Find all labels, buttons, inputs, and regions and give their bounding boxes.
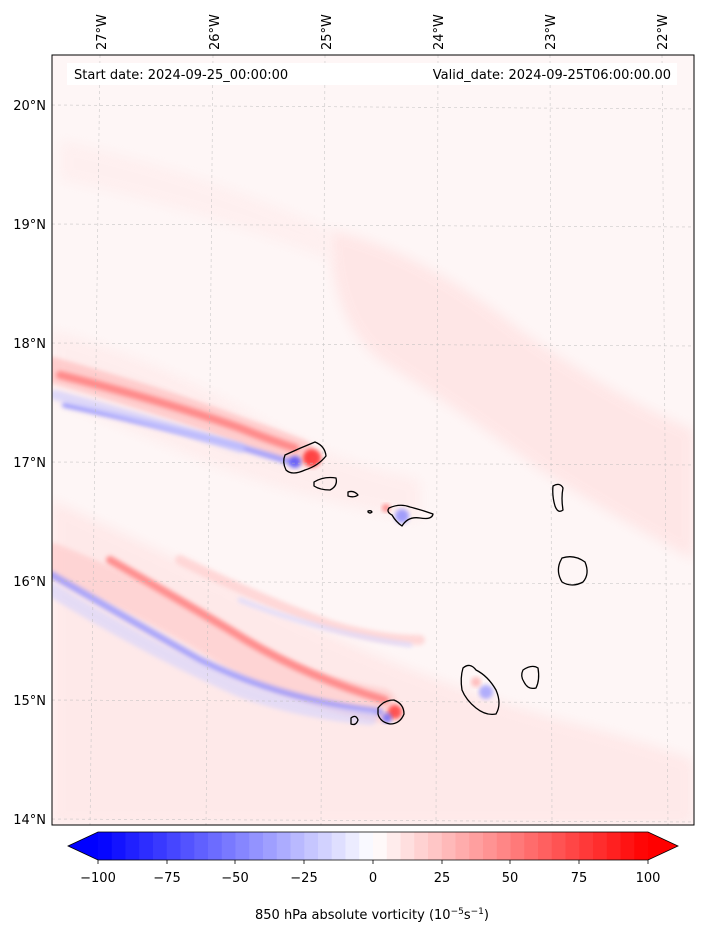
colorbar-segment [111,832,126,860]
colorbar-segment [180,832,195,860]
colorbar-segment [235,832,250,860]
colorbar-tick-label: −100 [80,871,116,886]
lon-label: 26°W [208,14,223,50]
lon-label: 27°W [95,14,110,50]
colorbar-segment [593,832,608,860]
colorbar-segment [221,832,236,860]
lon-label: 22°W [656,14,671,50]
colorbar-segment [386,832,401,860]
lon-label: 25°W [320,14,335,50]
colorbar-segment [345,832,360,860]
colorbar-segment [139,832,154,860]
longitude-labels: 27°W 26°W 25°W 24°W 23°W 22°W [95,14,671,50]
lon-label: 24°W [432,14,447,50]
island-santa-luzia [347,490,359,498]
island-maio [521,665,540,690]
map-frame [51,54,695,826]
island-sao-vicente [313,476,338,491]
colorbar-label: 850 hPa absolute vorticity (10−5s−1) [255,907,489,923]
colorbar-segment [565,832,580,860]
lon-label: 23°W [544,14,559,50]
island-sal [552,483,564,512]
colorbar-segment [634,832,649,860]
colorbar-segment [153,832,168,860]
lat-label: 19°N [13,218,46,233]
colorbar-segment [496,832,511,860]
colorbar-segment [400,832,415,860]
valid-date-label: Valid_date: 2024-09-25T06:00:00.00 [433,68,671,83]
colorbar-segment [318,832,333,860]
colorbar-segment [606,832,621,860]
island-santo-antao [283,441,327,474]
colorbar-segment [166,832,181,860]
island-fogo [377,699,405,725]
colorbar-segment [194,832,209,860]
colorbar-segment [290,832,305,860]
coastlines [283,441,588,726]
lat-label: 18°N [13,337,46,352]
lat-label: 15°N [13,694,46,709]
island-boa-vista [557,556,588,586]
colorbar-segment [483,832,498,860]
colorbar-segment [428,832,443,860]
colorbar-extend-low [68,832,98,860]
colorbar-segment [441,832,456,860]
colorbar-segment [331,832,346,860]
island-sao-nicolau [387,504,434,527]
colorbar-segment [263,832,278,860]
colorbar-segment [359,832,374,860]
lat-label: 16°N [13,575,46,590]
colorbar: −100 −75 −50 −25 0 25 50 75 100 850 hPa … [67,831,679,923]
colorbar-segment [249,832,264,860]
lat-label: 17°N [13,456,46,471]
colorbar-segment [551,832,566,860]
island-santiago [460,664,500,716]
colorbar-ticks [97,860,649,864]
latitude-labels: 20°N 19°N 18°N 17°N 16°N 15°N 14°N [13,99,46,828]
lat-label: 20°N [13,99,46,114]
colorbar-tick-label: −25 [290,871,317,886]
colorbar-segment [469,832,484,860]
colorbar-tick-label: 75 [571,871,588,886]
map-gridlines [51,54,695,826]
colorbar-tick-label: 0 [369,871,377,886]
colorbar-segment [510,832,525,860]
colorbar-segment [98,832,113,860]
colorbar-segment [579,832,594,860]
colorbar-segment [373,832,388,860]
colorbar-tick-label: 50 [502,871,519,886]
colorbar-segment [414,832,429,860]
start-date-label: Start date: 2024-09-25_00:00:00 [74,68,288,83]
island-brava [350,715,359,726]
colorbar-segment [125,832,140,860]
header-box [67,63,677,85]
colorbar-segment [524,832,539,860]
colorbar-segment [304,832,319,860]
colorbar-extend-high [648,832,678,860]
island-raso [367,510,373,514]
colorbar-segment [455,832,470,860]
colorbar-tick-label: 100 [636,871,661,886]
vorticity-field [52,140,694,825]
colorbar-segments [98,832,649,860]
colorbar-tick-label: −75 [153,871,180,886]
lat-label: 14°N [13,813,46,828]
colorbar-tick-label: 25 [434,871,451,886]
colorbar-segment [538,832,553,860]
colorbar-segment [276,832,291,860]
colorbar-tick-label: −50 [221,871,248,886]
colorbar-segment [620,832,635,860]
colorbar-segment [208,832,223,860]
